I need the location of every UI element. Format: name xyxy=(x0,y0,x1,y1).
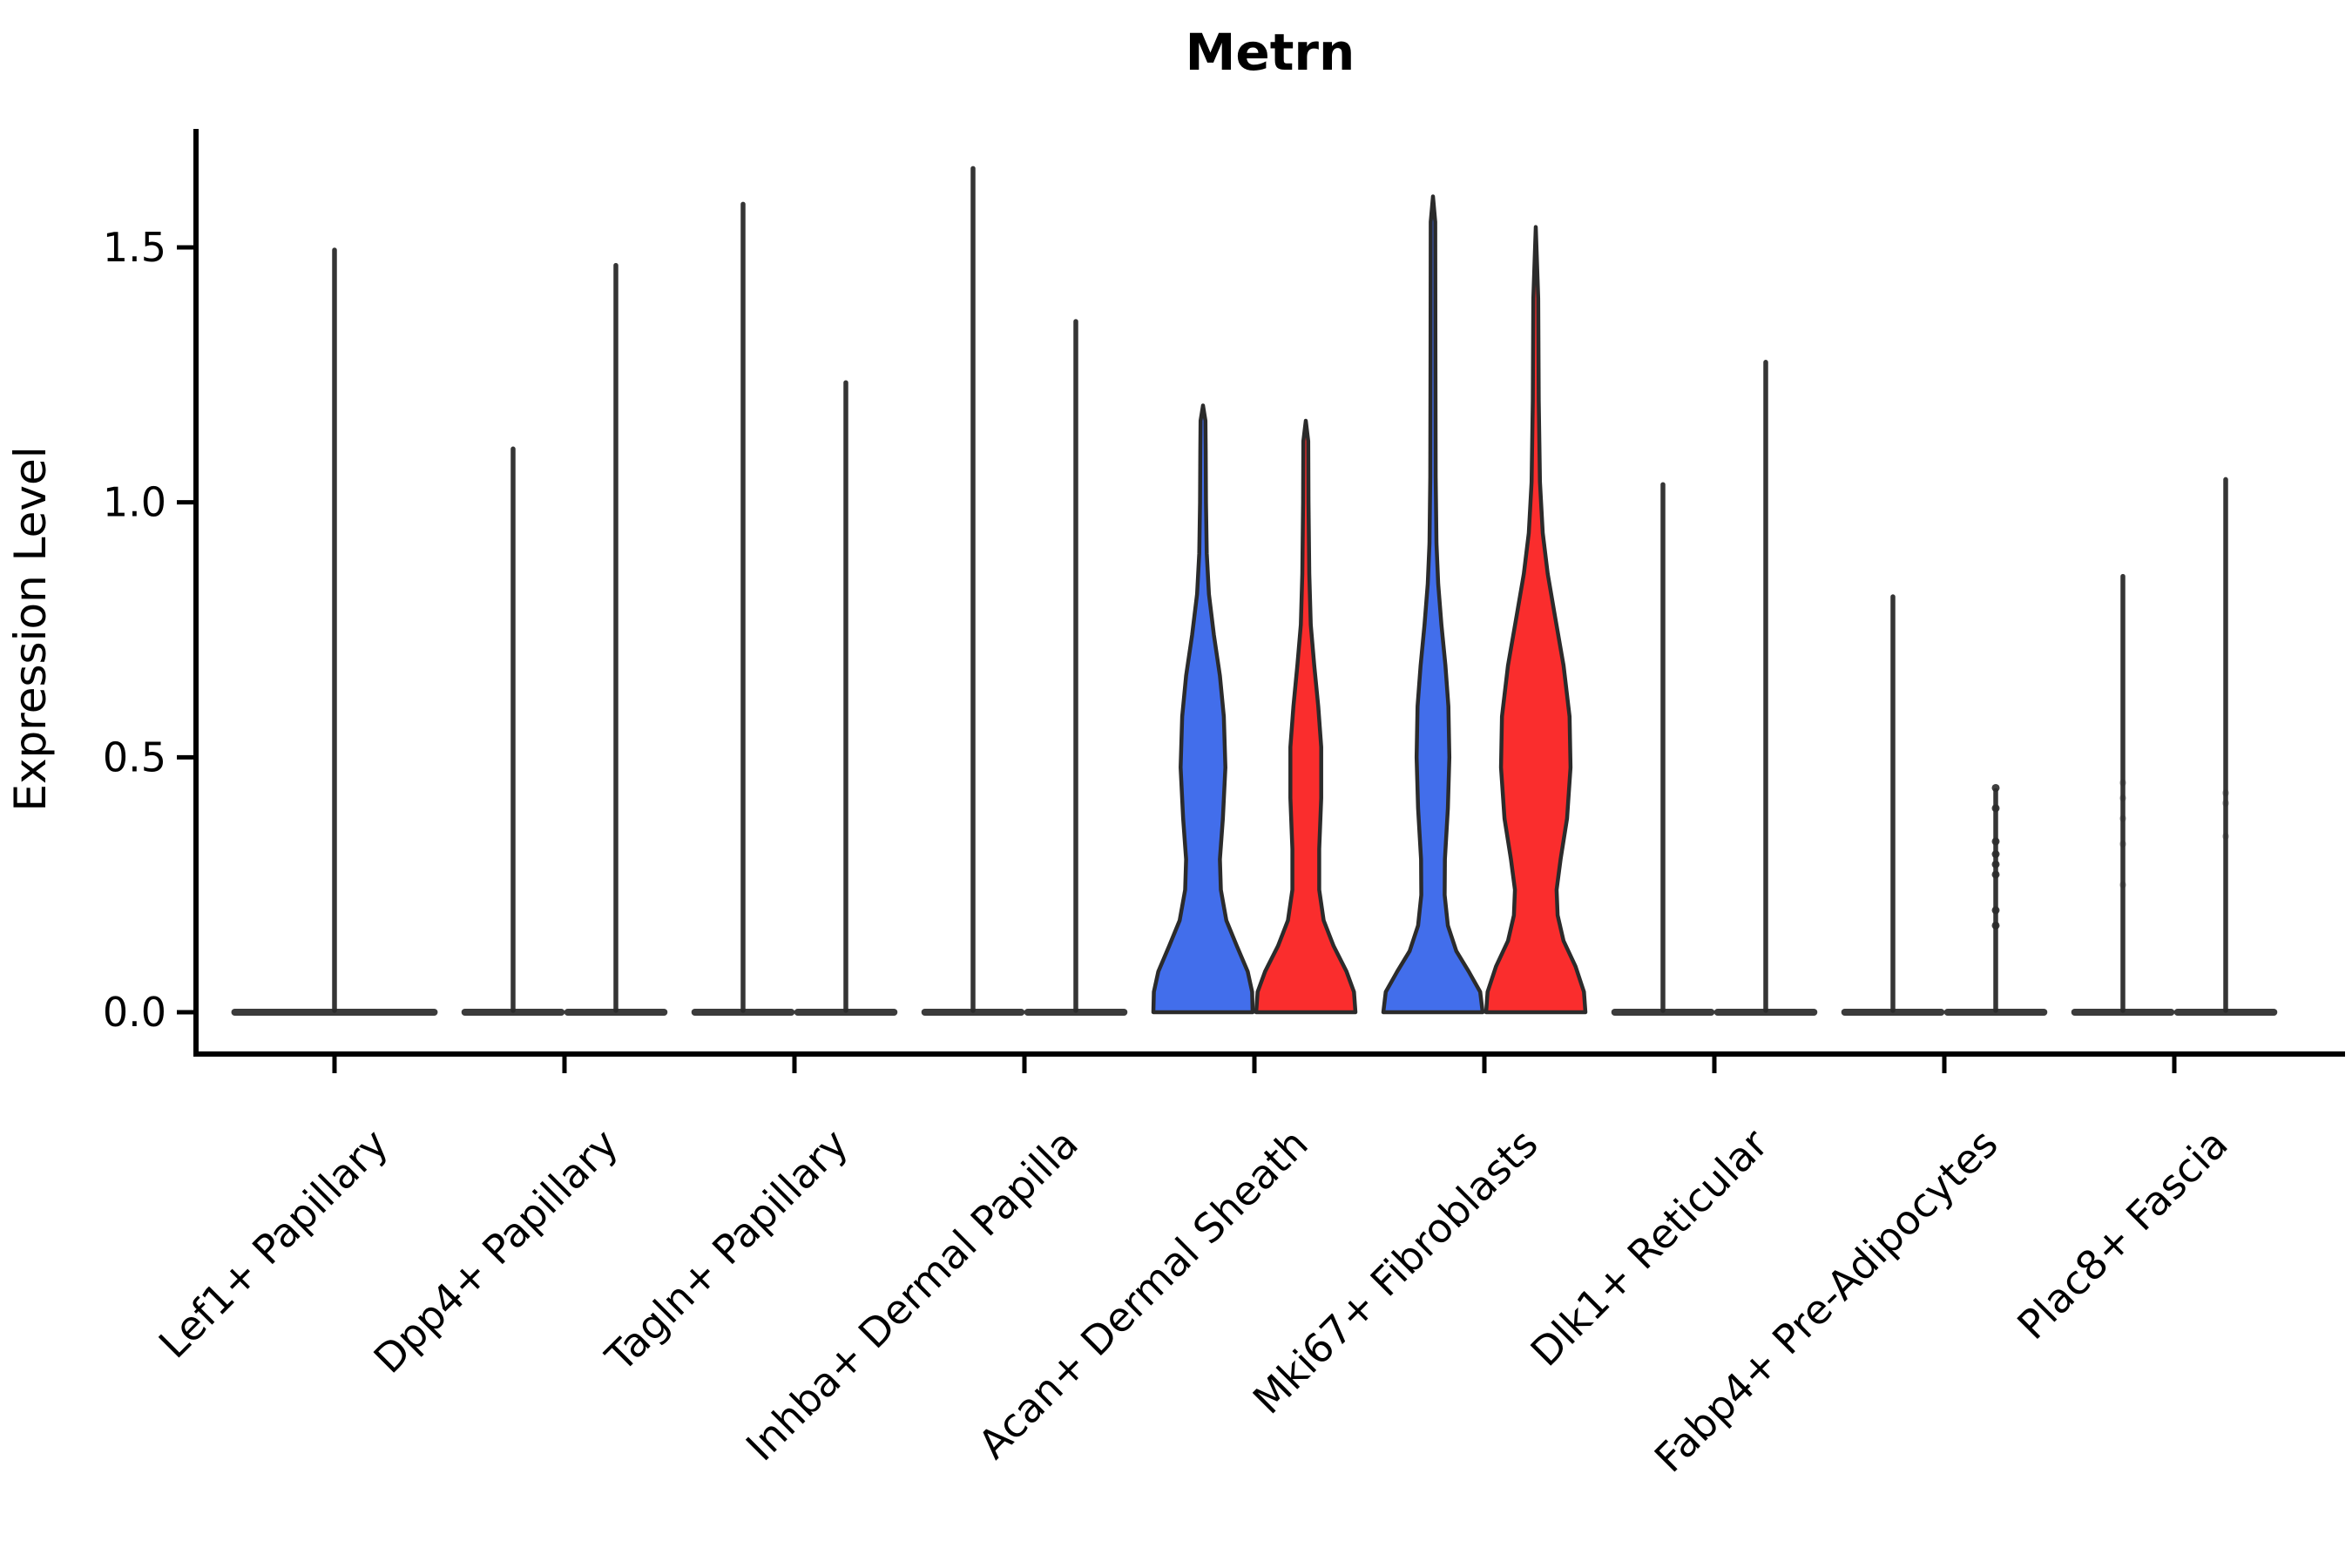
data-point-faint xyxy=(2119,794,2126,802)
data-point-faint xyxy=(2119,840,2126,848)
data-point xyxy=(1991,804,2000,813)
data-point-faint xyxy=(2119,881,2126,889)
data-point xyxy=(1991,837,2000,846)
x-axis-tick-label: Plac8+ Fascia xyxy=(2008,1120,2236,1348)
y-axis-tick-label: 1.0 xyxy=(103,479,166,526)
x-axis-tick-label: Tagln+ Papillary xyxy=(596,1120,857,1382)
data-point xyxy=(1991,860,2000,868)
data-point xyxy=(1991,870,2000,879)
data-point-faint xyxy=(2222,800,2229,808)
data-point-faint xyxy=(2222,789,2229,797)
violin-blue xyxy=(1151,403,1255,1015)
x-axis-tick-label: Dlk1+ Reticular xyxy=(1522,1120,1777,1375)
x-axis-tick-label: Lef1+ Papillary xyxy=(150,1120,397,1368)
data-point-faint xyxy=(2119,814,2126,822)
axes-layer xyxy=(177,129,2345,1073)
data-point xyxy=(1991,906,2000,915)
violin-layer xyxy=(231,166,2278,1016)
violin-red xyxy=(1254,418,1358,1015)
data-point-faint xyxy=(2222,833,2229,841)
violin-blue xyxy=(1381,194,1485,1015)
y-axis-tick-label: 0.0 xyxy=(103,989,166,1036)
chart-title: Metrn xyxy=(1186,23,1355,82)
data-point xyxy=(1991,783,2000,792)
x-axis-tick-label: Dpp4+ Papillary xyxy=(365,1120,627,1382)
data-point xyxy=(1991,850,2000,859)
data-point-faint xyxy=(2119,779,2126,787)
y-axis-tick-label: 1.5 xyxy=(103,224,166,271)
data-point xyxy=(1991,921,2000,929)
y-axis-label: Expression Level xyxy=(5,446,56,811)
violin-red xyxy=(1484,225,1588,1015)
y-axis-tick-label: 0.5 xyxy=(103,733,166,781)
